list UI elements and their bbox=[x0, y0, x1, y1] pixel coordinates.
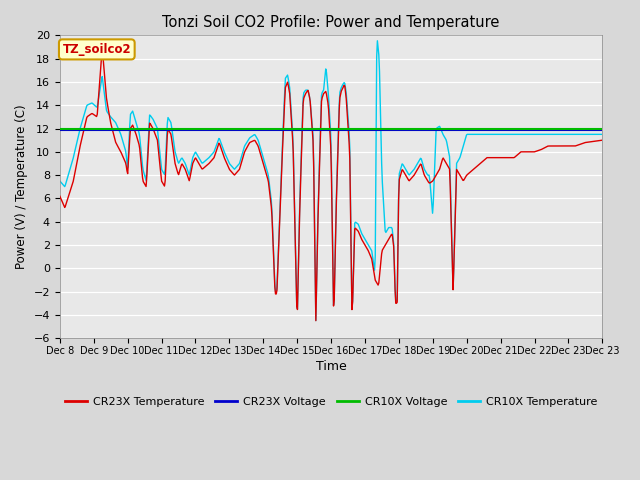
Y-axis label: Power (V) / Temperature (C): Power (V) / Temperature (C) bbox=[15, 105, 28, 269]
X-axis label: Time: Time bbox=[316, 360, 346, 373]
Text: TZ_soilco2: TZ_soilco2 bbox=[63, 43, 131, 56]
Title: Tonzi Soil CO2 Profile: Power and Temperature: Tonzi Soil CO2 Profile: Power and Temper… bbox=[163, 15, 500, 30]
Legend: CR23X Temperature, CR23X Voltage, CR10X Voltage, CR10X Temperature: CR23X Temperature, CR23X Voltage, CR10X … bbox=[60, 392, 602, 411]
